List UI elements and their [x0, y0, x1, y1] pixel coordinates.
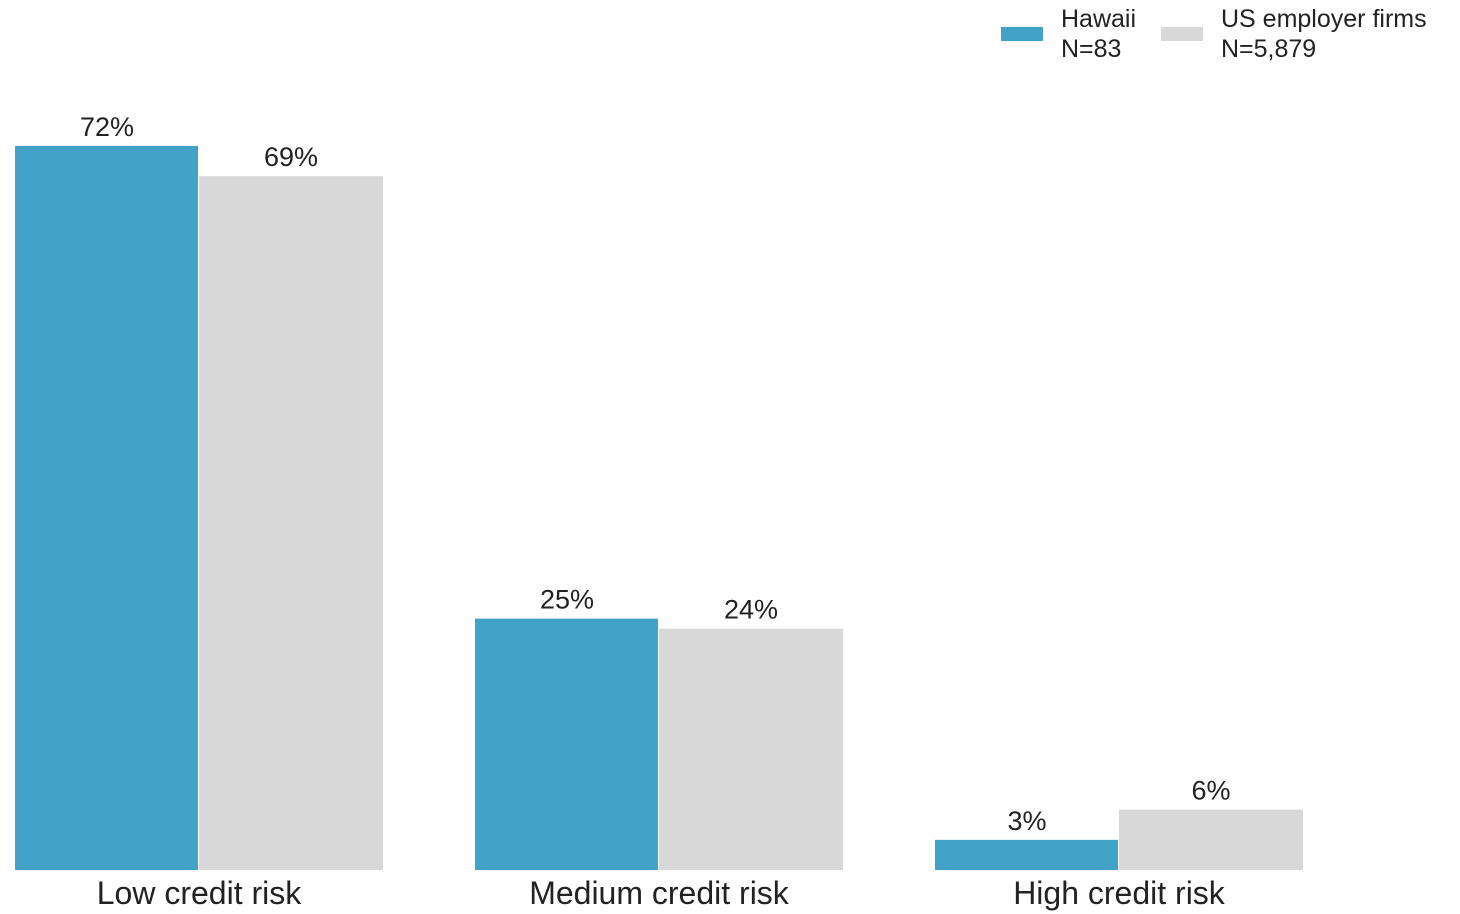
bar-hawaii-medium-credit-risk	[475, 618, 658, 870]
data-label-us-employer-firms-low-credit-risk: 69%	[264, 142, 318, 172]
data-label-us-employer-firms-high-credit-risk: 6%	[1191, 776, 1230, 806]
legend-label-hawaii: Hawaii	[1061, 5, 1137, 33]
bar-hawaii-low-credit-risk	[15, 146, 198, 870]
legend-item-us-employer-firms: US employer firms N=5,879	[1161, 4, 1427, 64]
data-label-hawaii-low-credit-risk: 72%	[80, 112, 134, 142]
bar-us-employer-firms-medium-credit-risk	[659, 628, 843, 870]
category-label-low-credit-risk: Low credit risk	[97, 875, 303, 911]
legend-item-hawaii: Hawaii N=83	[1001, 4, 1136, 64]
legend-note-hawaii: N=83	[1061, 35, 1122, 63]
legend-swatch-us-employer-firms	[1161, 27, 1203, 41]
data-label-hawaii-medium-credit-risk: 25%	[540, 585, 594, 615]
bar-hawaii-high-credit-risk	[935, 839, 1118, 870]
legend-swatch-hawaii	[1001, 27, 1043, 41]
bar-us-employer-firms-high-credit-risk	[1119, 809, 1303, 870]
category-label-medium-credit-risk: Medium credit risk	[529, 875, 790, 911]
legend-label-us-employer-firms: US employer firms	[1221, 5, 1427, 33]
bar-us-employer-firms-low-credit-risk	[199, 176, 383, 870]
data-label-us-employer-firms-medium-credit-risk: 24%	[724, 595, 778, 625]
data-label-hawaii-high-credit-risk: 3%	[1007, 806, 1046, 836]
legend-note-us-employer-firms: N=5,879	[1221, 35, 1317, 63]
category-label-high-credit-risk: High credit risk	[1013, 875, 1226, 911]
